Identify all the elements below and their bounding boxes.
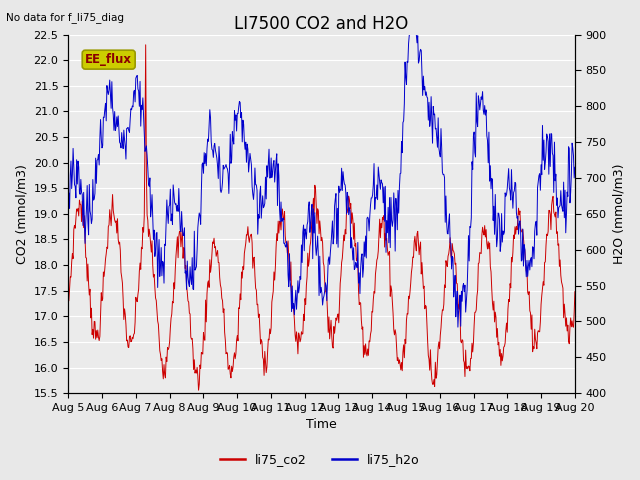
Title: LI7500 CO2 and H2O: LI7500 CO2 and H2O <box>234 15 409 33</box>
Text: No data for f_li75_diag: No data for f_li75_diag <box>6 12 124 23</box>
X-axis label: Time: Time <box>306 419 337 432</box>
Legend: li75_co2, li75_h2o: li75_co2, li75_h2o <box>215 448 425 471</box>
Text: EE_flux: EE_flux <box>85 53 132 66</box>
Y-axis label: H2O (mmol/m3): H2O (mmol/m3) <box>612 164 625 264</box>
Y-axis label: CO2 (mmol/m3): CO2 (mmol/m3) <box>15 164 28 264</box>
